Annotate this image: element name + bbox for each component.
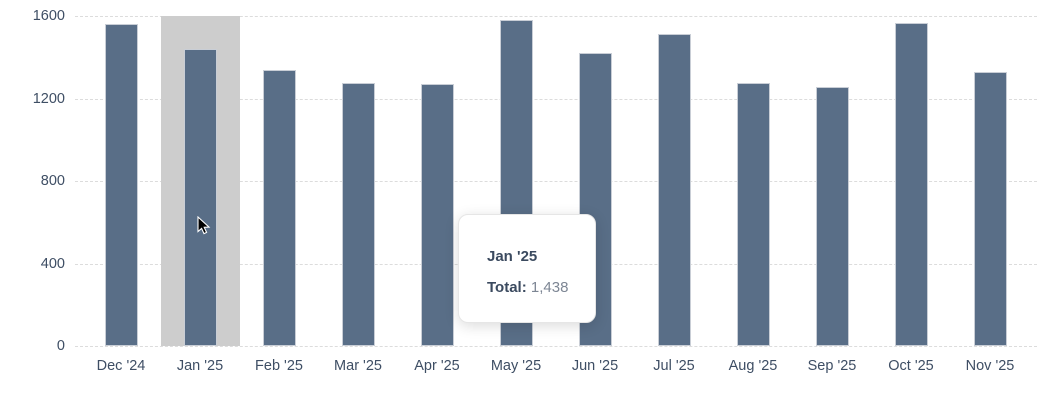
gridline [75,181,1037,182]
bar-jul-25[interactable] [657,33,691,346]
bar-nov-25[interactable] [973,71,1007,346]
bar-dec-24[interactable] [104,24,138,346]
x-axis-tick-label: Mar '25 [334,358,382,374]
x-axis-tick-label: Feb '25 [255,358,303,374]
gridline [75,98,1037,100]
x-axis-tick-label: Dec '24 [96,358,146,374]
bar-jan-25[interactable] [183,49,217,346]
tooltip-title: Jan '25 [487,248,538,265]
y-axis-tick-label: 800 [40,173,65,189]
x-axis-tick-label: Aug '25 [728,358,778,374]
tooltip-value: 1,438 [530,279,569,296]
bar-feb-25[interactable] [262,69,296,346]
y-axis-tick-label: 1600 [32,8,65,24]
x-axis-tick-label: Sep '25 [807,358,857,374]
tooltip: Jan '25 Total: 1,438 [458,214,596,323]
tooltip-series-label: Total: [487,279,527,296]
mouse-cursor-icon [197,216,211,235]
y-axis-tick-label: 0 [56,338,65,354]
x-axis-tick-label: Oct '25 [888,358,934,374]
x-axis-tick-label: Jun '25 [571,358,619,374]
gridline [75,16,1037,17]
x-axis-tick-label: Jan '25 [176,358,224,374]
y-axis-tick-label: 400 [40,255,65,272]
bar-aug-25[interactable] [736,83,770,346]
x-axis-tick-label: May '25 [490,358,542,374]
x-axis-tick-label: Jul '25 [653,358,695,374]
bar-sep-25[interactable] [815,87,849,346]
plot-area [75,16,1037,347]
x-axis-tick-label: Nov '25 [965,358,1015,374]
x-axis-tick-label: Apr '25 [414,358,460,374]
bar-mar-25[interactable] [341,83,375,346]
bar-oct-25[interactable] [894,23,928,346]
bar-apr-25[interactable] [420,84,454,346]
y-axis-tick-label: 1200 [32,90,65,107]
tooltip-row: Total: 1,438 [487,279,581,296]
gridline [75,346,1037,347]
